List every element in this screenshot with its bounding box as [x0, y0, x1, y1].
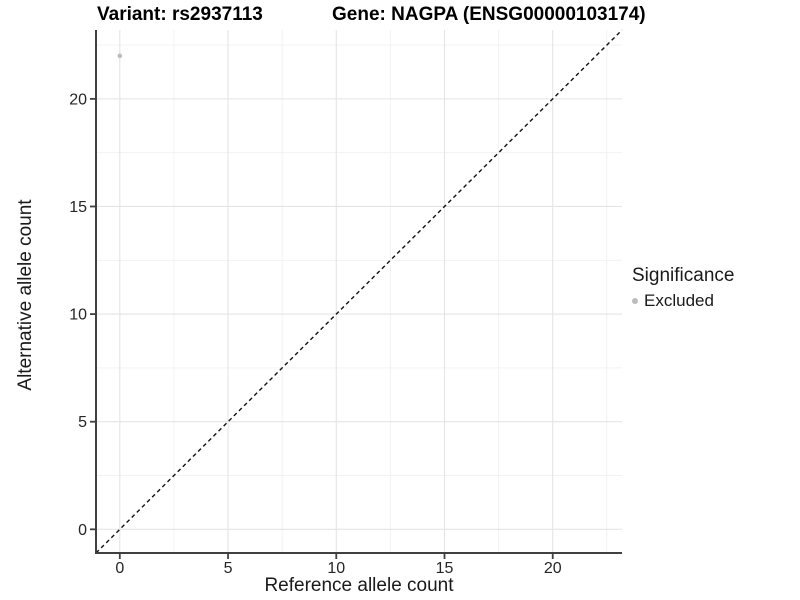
y-tick-label: 20 — [69, 91, 87, 108]
x-tick-label: 20 — [544, 560, 562, 577]
x-axis-title: Reference allele count — [264, 575, 454, 596]
plot-title-gene: Gene: NAGPA (ENSG00000103174) — [332, 4, 646, 25]
legend-key-dot-icon — [632, 298, 638, 304]
y-tick-label: 10 — [69, 307, 87, 324]
data-point — [117, 53, 123, 59]
y-axis-title: Alternative allele count — [15, 199, 36, 391]
x-tick-label: 0 — [115, 560, 124, 577]
plot-title-variant: Variant: rs2937113 — [97, 4, 263, 25]
legend-item-excluded: Excluded — [632, 291, 734, 311]
identity-dashed-line — [95, 29, 623, 554]
legend-title: Significance — [632, 265, 735, 286]
legend-item-label: Excluded — [644, 291, 714, 310]
y-tick-label: 15 — [69, 199, 87, 216]
x-tick-label: 15 — [436, 560, 454, 577]
x-tick-label: 10 — [327, 560, 345, 577]
legend: Significance Excluded — [632, 265, 734, 311]
x-tick-label: 5 — [224, 560, 233, 577]
y-tick-label: 0 — [78, 522, 87, 539]
y-tick-label: 5 — [78, 414, 87, 431]
